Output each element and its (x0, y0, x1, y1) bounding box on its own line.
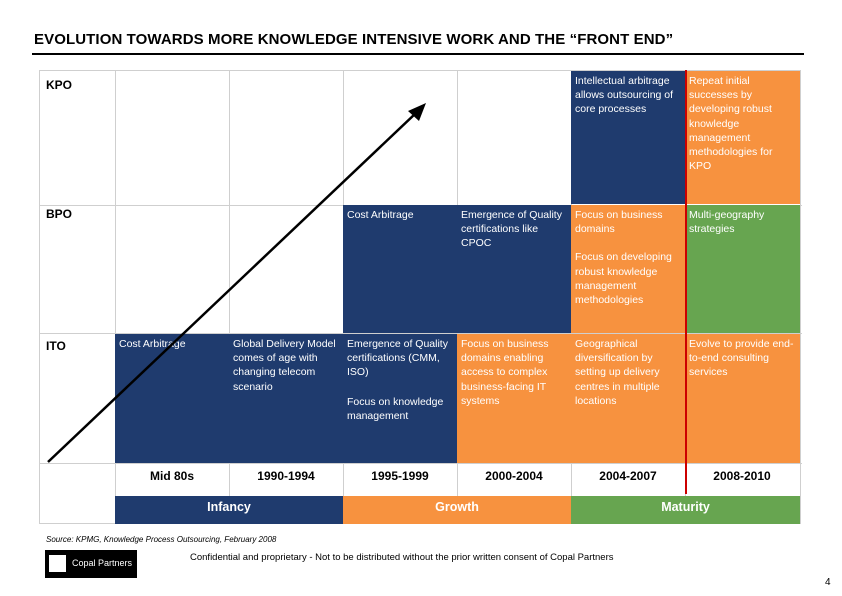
col-divider-1 (115, 71, 116, 497)
maturity-divider-line (685, 70, 687, 494)
year-label: 2000-2004 (485, 469, 543, 483)
phase-infancy: Infancy (115, 496, 343, 524)
year-label: 1995-1999 (371, 469, 429, 483)
logo-square-icon (49, 555, 66, 572)
bpo-2004-text-b: Focus on developing robust knowledge man… (575, 251, 672, 307)
row-divider-bpo-ito (40, 333, 802, 334)
year-label: 2004-2007 (599, 469, 657, 483)
cell-bpo-1995-1999: Cost Arbitrage (343, 205, 457, 333)
year-label: 2008-2010 (713, 469, 771, 483)
cell-ito-2000-2004: Focus on business domains enabling acces… (457, 334, 571, 463)
year-label: 1990-1994 (257, 469, 315, 483)
phase-growth: Growth (343, 496, 571, 524)
cell-bpo-2000-2004: Emergence of Quality certifications like… (457, 205, 571, 333)
row-label-bpo: BPO (46, 207, 73, 221)
cell-ito-2004-2007: Geographical diversification by setting … (571, 334, 685, 463)
trend-arrow-head (408, 103, 426, 121)
ito-1995-text-a: Emergence of Quality certifications (CMM… (347, 338, 448, 379)
page-number: 4 (825, 577, 831, 588)
cell-bpo-2004-2007: Focus on business domains Focus on devel… (571, 205, 685, 333)
col-divider-2 (229, 71, 230, 497)
cell-bpo-2008-2010: Multi-geography strategies (685, 205, 800, 333)
row-label-kpo: KPO (46, 78, 73, 92)
year-label: Mid 80s (149, 469, 194, 483)
cell-ito-2008-2010: Evolve to provide end-to-end consulting … (685, 334, 800, 463)
copal-partners-logo: Copal Partners (45, 550, 137, 578)
bpo-2004-text-a: Focus on business domains (575, 209, 663, 236)
phase-maturity: Maturity (571, 496, 800, 524)
ito-1995-text-b: Focus on knowledge management (347, 395, 444, 422)
cell-kpo-2004-2007: Intellectual arbitrage allows outsourcin… (571, 71, 685, 204)
page-title: EVOLUTION TOWARDS MORE KNOWLEDGE INTENSI… (34, 31, 674, 48)
source-note: Source: KPMG, Knowledge Process Outsourc… (46, 535, 277, 544)
trend-arrow-shaft (47, 112, 417, 463)
cell-kpo-2008-2010: Repeat initial successes by developing r… (685, 71, 800, 204)
title-underline (32, 53, 804, 55)
cell-ito-1990-1994: Global Delivery Model comes of age with … (229, 334, 343, 463)
confidential-notice: Confidential and proprietary - Not to be… (190, 552, 614, 563)
cell-ito-1995-1999: Emergence of Quality certifications (CMM… (343, 334, 457, 463)
row-divider-ito-years (40, 463, 802, 464)
logo-text: Copal Partners (72, 558, 133, 568)
row-label-ito: ITO (46, 339, 66, 353)
cell-ito-mid80s: Cost Arbitrage (115, 334, 229, 463)
